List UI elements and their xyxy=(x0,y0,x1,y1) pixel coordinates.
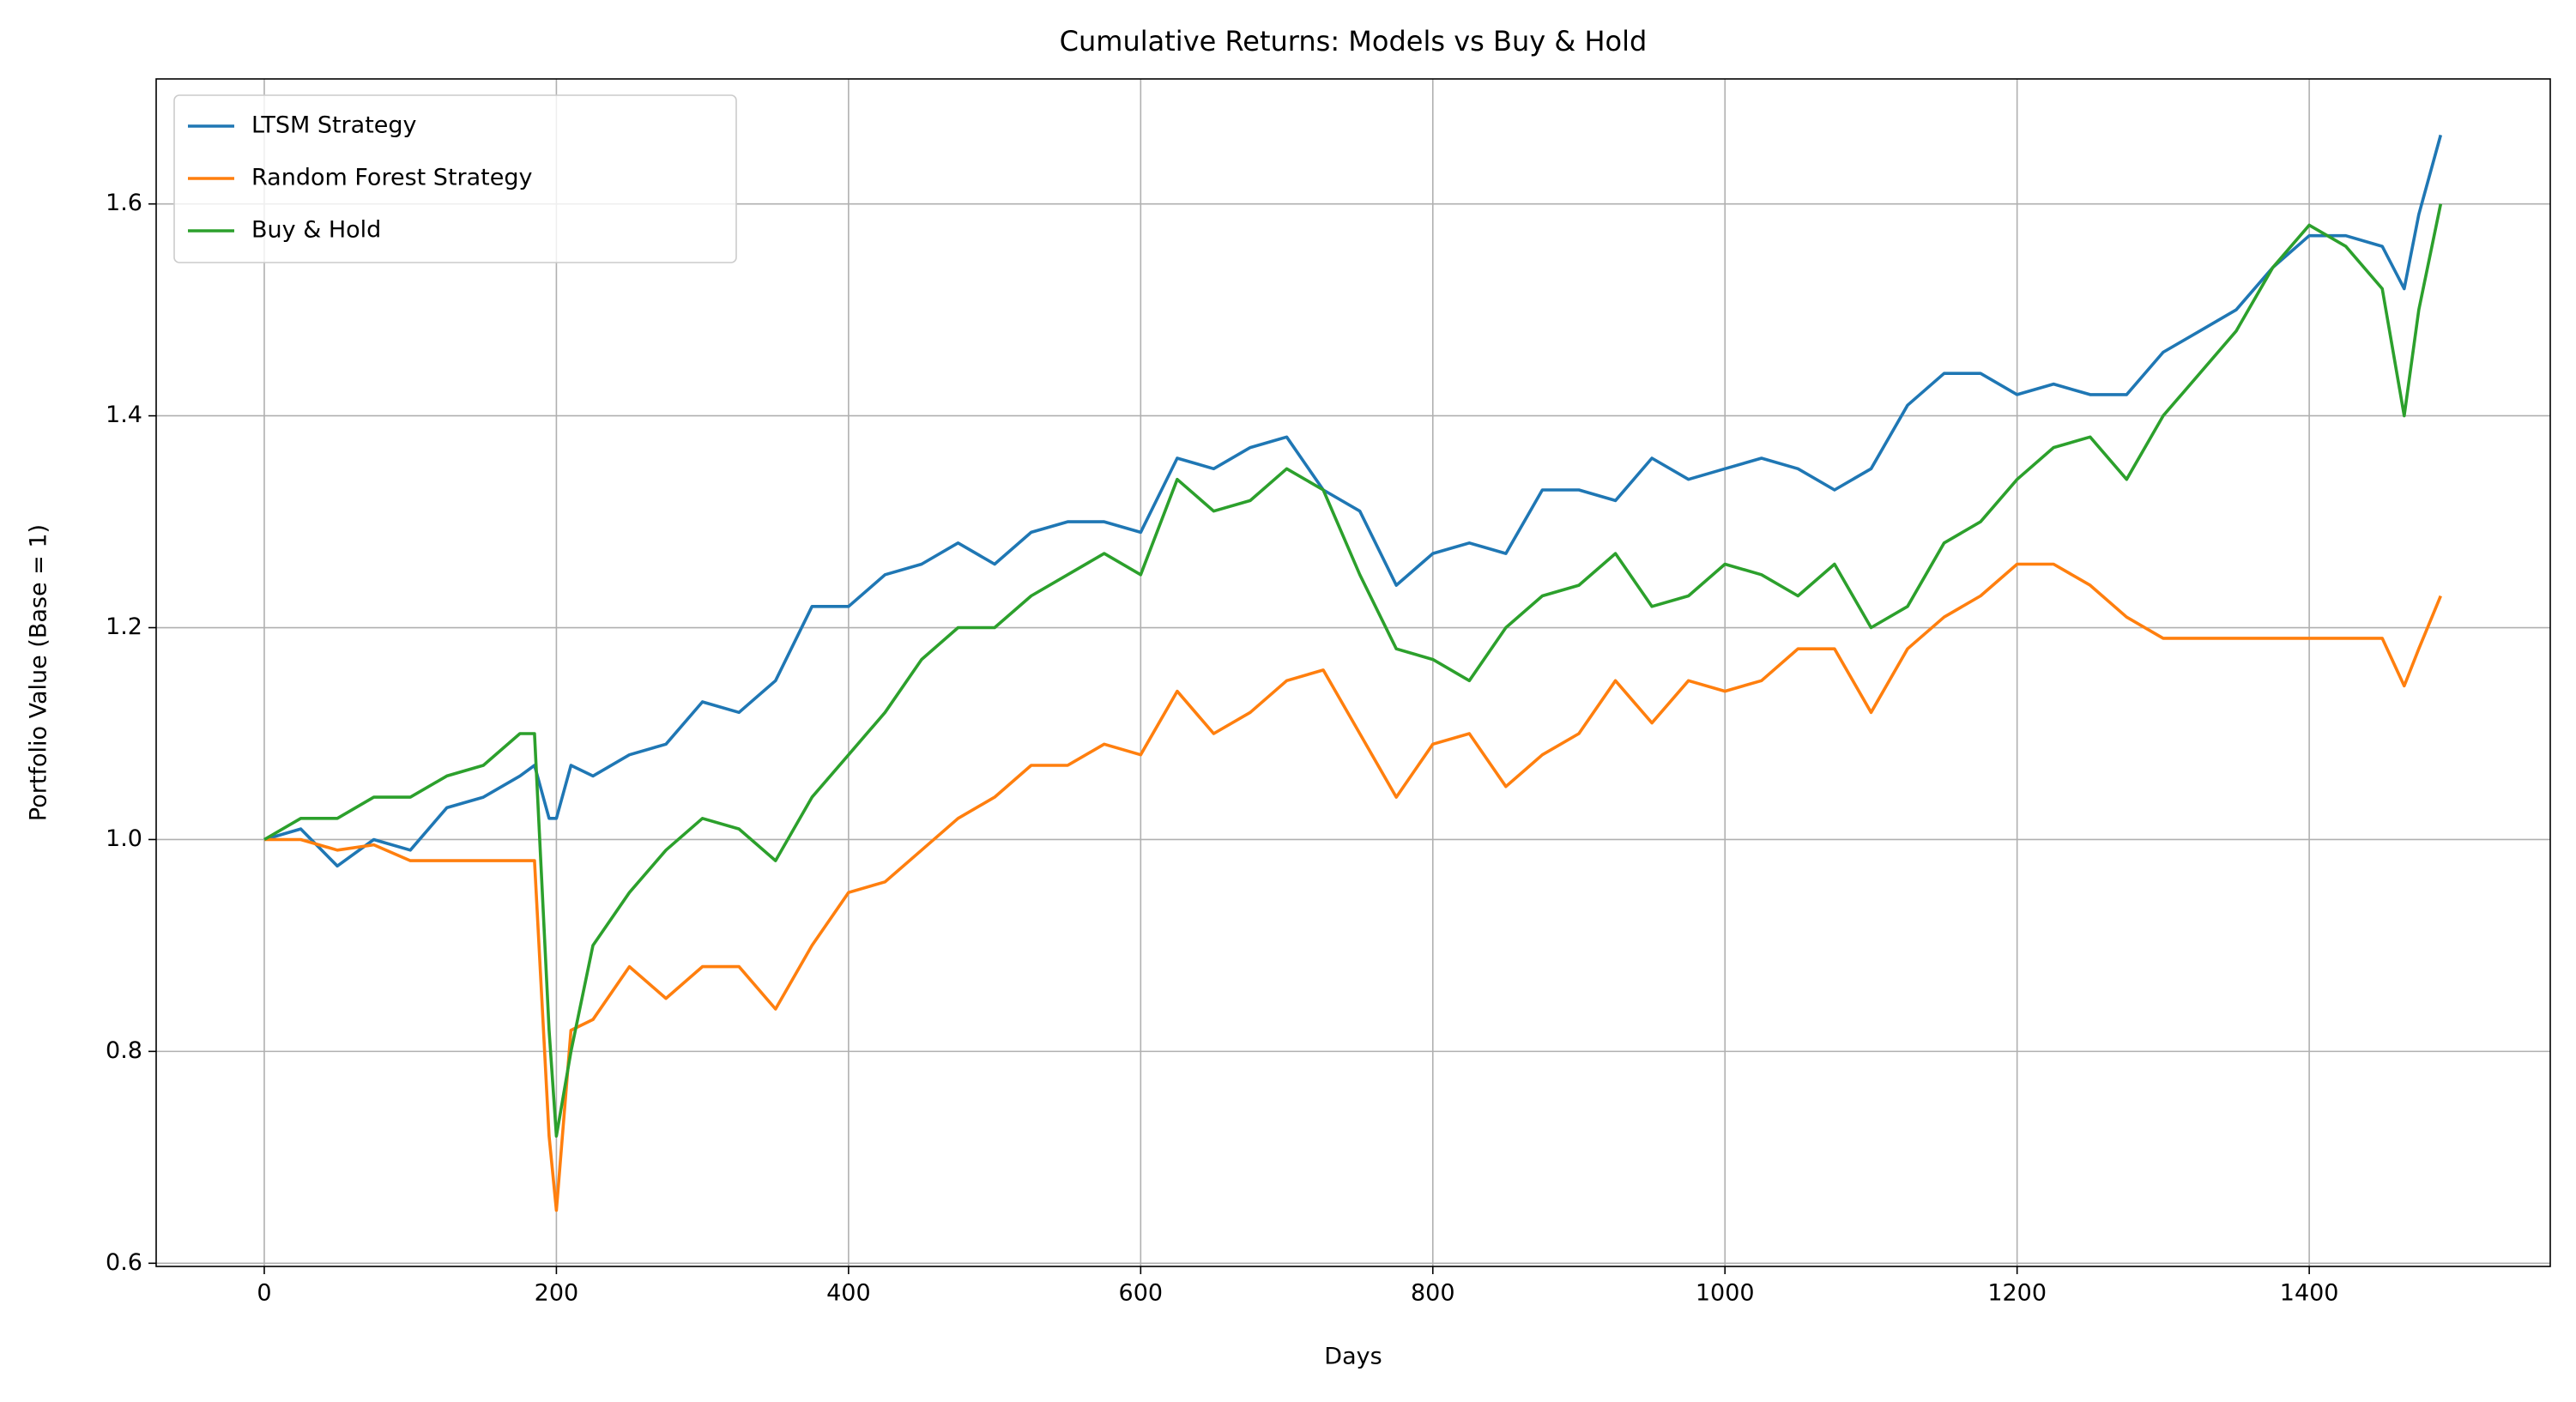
y-axis-label: Portfolio Value (Base = 1) xyxy=(26,524,52,821)
y-tick-label: 1.0 xyxy=(106,825,142,852)
data-line xyxy=(264,562,2442,1212)
x-tick-label: 1000 xyxy=(1696,1280,1755,1307)
x-tick-label: 1400 xyxy=(2280,1280,2339,1307)
x-tick-label: 200 xyxy=(535,1280,579,1307)
y-tick-label: 1.2 xyxy=(106,613,142,640)
x-tick-label: 1200 xyxy=(1987,1280,2047,1307)
x-tick-label: 400 xyxy=(826,1280,871,1307)
chart-title: Cumulative Returns: Models vs Buy & Hold xyxy=(1060,25,1648,57)
legend-label: Random Forest Strategy xyxy=(251,165,533,191)
y-tick-label: 0.6 xyxy=(106,1249,142,1276)
y-tick-label: 0.8 xyxy=(106,1037,142,1064)
legend-label: LTSM Strategy xyxy=(251,112,417,139)
y-tick-label: 1.6 xyxy=(106,190,142,216)
x-tick-label: 800 xyxy=(1411,1280,1455,1307)
y-tick-label: 1.4 xyxy=(106,402,142,428)
legend: LTSM Strategy Random Forest Strategy Buy &… xyxy=(173,94,737,263)
data-line xyxy=(263,203,2443,1138)
x-tick-label: 0 xyxy=(257,1280,271,1307)
x-tick-label: 600 xyxy=(1119,1280,1164,1307)
plot-frame xyxy=(155,78,2551,1267)
x-axis-label: Days xyxy=(1324,1344,1382,1370)
legend-box xyxy=(173,94,737,263)
legend-label: Buy & Hold xyxy=(251,217,381,244)
